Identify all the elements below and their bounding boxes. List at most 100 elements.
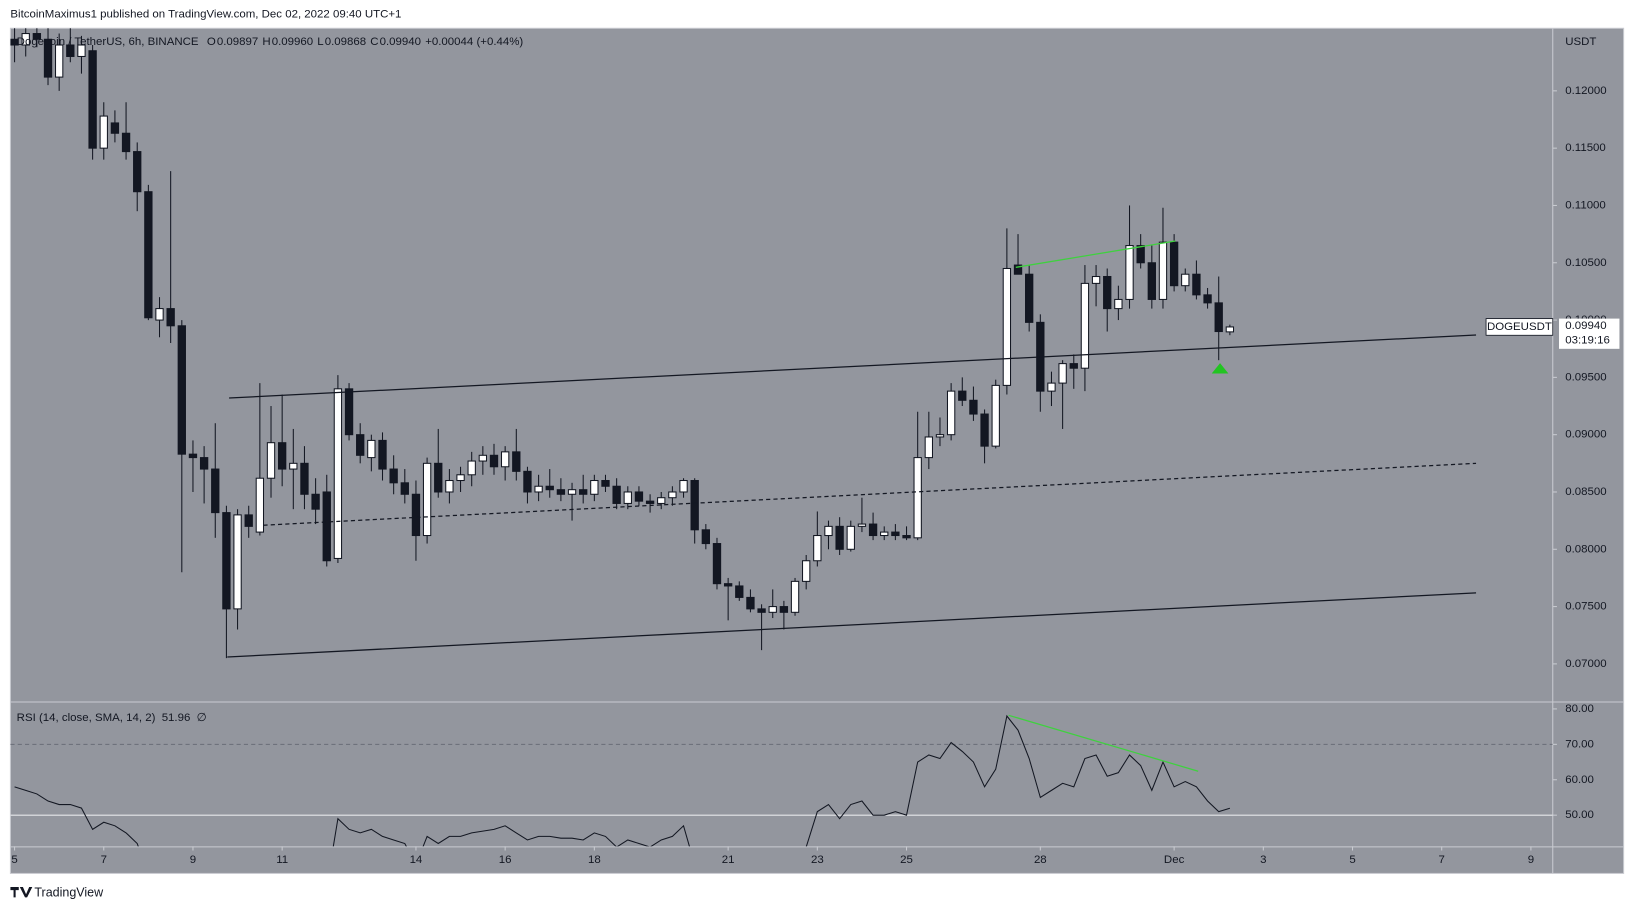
candle-body <box>645 500 655 504</box>
candle-body <box>545 485 554 491</box>
x-tick-label: 23 <box>811 854 824 866</box>
x-tick-label: 3 <box>1260 854 1266 866</box>
candle-body <box>489 454 499 468</box>
ohlc-value: 0.09897 <box>217 36 258 48</box>
candle-body <box>958 390 967 401</box>
candle-body <box>924 436 933 459</box>
candle-body <box>1103 275 1112 310</box>
candle-body <box>389 468 398 484</box>
trendline <box>263 462 1477 526</box>
candle-body <box>1013 264 1023 275</box>
candle-body <box>411 493 421 537</box>
candle-body <box>467 460 476 476</box>
candle-body <box>790 580 800 613</box>
y-tick-label: 0.07000 <box>1565 658 1606 670</box>
candle-body <box>1091 275 1101 284</box>
candle-body <box>512 451 521 472</box>
candle-body <box>356 434 365 456</box>
candle-body <box>1225 326 1235 333</box>
candle-body <box>277 442 287 470</box>
candle-body <box>1214 302 1223 333</box>
candle-body <box>121 132 131 153</box>
candle-body <box>1114 298 1123 310</box>
candle-body <box>1047 382 1056 392</box>
rsi-title: RSI (14, close, SMA, 14, 2) <box>17 712 156 724</box>
candle-body <box>824 525 833 537</box>
candle-body <box>712 543 722 585</box>
candle-body <box>233 514 242 610</box>
x-tick-label: 28 <box>1034 854 1047 866</box>
change: +0.00044 (+0.44%) <box>425 36 523 48</box>
candle-body <box>746 596 755 610</box>
candle-body <box>177 325 186 455</box>
ohlc-value: 0.09940 <box>380 36 421 48</box>
candle-body <box>1125 245 1134 300</box>
candle-body <box>935 434 945 438</box>
candle-body <box>1158 241 1168 300</box>
trendline <box>1015 240 1176 268</box>
chart-background <box>10 28 1624 874</box>
y-tick-label: 0.07500 <box>1565 601 1606 613</box>
x-tick-label: 9 <box>190 854 196 866</box>
candle-body <box>768 606 777 613</box>
candle-body <box>1147 262 1156 300</box>
candle-body <box>690 479 699 531</box>
rsi-icon: ∅ <box>197 712 207 724</box>
x-tick-label: 5 <box>1349 854 1355 866</box>
candle-body <box>133 151 142 193</box>
candle-body <box>1025 273 1034 323</box>
candle-body <box>913 457 922 539</box>
candle-body <box>144 191 153 319</box>
candle-body <box>43 38 53 78</box>
candle-body <box>980 413 989 447</box>
chart-frame <box>9 27 1625 874</box>
rsi-y-tick-label: 60.00 <box>1565 774 1594 786</box>
candle-body <box>422 462 432 537</box>
rsi-value: 51.96 <box>162 712 191 724</box>
candle-body <box>779 606 789 613</box>
arrow-marker <box>1211 363 1229 374</box>
symbol-header: Dogecoin / TetherUS, 6h, BINANCE O0.09897… <box>17 36 524 48</box>
trendline <box>229 334 1477 399</box>
x-tick-label: 16 <box>499 854 512 866</box>
candle-body <box>155 308 164 321</box>
candle-body <box>166 308 175 327</box>
candle-body <box>333 388 343 559</box>
candle-body <box>244 514 253 527</box>
rsi-header: RSI (14, close, SMA, 14, 2) 51.96 ∅ <box>17 712 207 724</box>
ohlc-key: C <box>370 36 378 48</box>
candle-body <box>657 497 666 504</box>
x-tick-label: 18 <box>588 854 601 866</box>
y-tick-label: 0.08500 <box>1565 486 1606 498</box>
ohlc-key: H <box>262 36 270 48</box>
x-tick-label: 11 <box>276 854 288 866</box>
candle-body <box>902 535 911 539</box>
y-tick-label: 0.11000 <box>1565 199 1606 211</box>
candle-body <box>54 44 64 78</box>
candle-body <box>802 560 811 582</box>
symbol-tag-label: DOGEUSDT <box>1487 321 1552 333</box>
candle-body <box>813 535 822 562</box>
candle-body <box>266 442 276 479</box>
candle-body <box>534 485 543 493</box>
ohlc-value: 0.09960 <box>272 36 313 48</box>
x-tick-label: 7 <box>1439 854 1445 866</box>
footer-logo <box>10 886 33 898</box>
candle-body <box>32 33 42 40</box>
candle-body <box>300 462 309 495</box>
candle-body <box>222 512 231 610</box>
candle-body <box>523 470 532 493</box>
candle-body <box>456 474 465 482</box>
x-tick-label: 9 <box>1528 854 1534 866</box>
candle-body <box>400 482 409 495</box>
y-tick-label: 0.09500 <box>1565 371 1606 383</box>
candle-body <box>701 529 711 545</box>
y-tick-label: 0.10500 <box>1565 257 1606 269</box>
rsi-y-tick-label: 80.00 <box>1565 703 1594 715</box>
candle-body <box>500 451 510 468</box>
x-tick-label: 14 <box>410 854 423 866</box>
y-tick-label: 0.08000 <box>1565 543 1606 555</box>
candle-body <box>612 485 621 504</box>
